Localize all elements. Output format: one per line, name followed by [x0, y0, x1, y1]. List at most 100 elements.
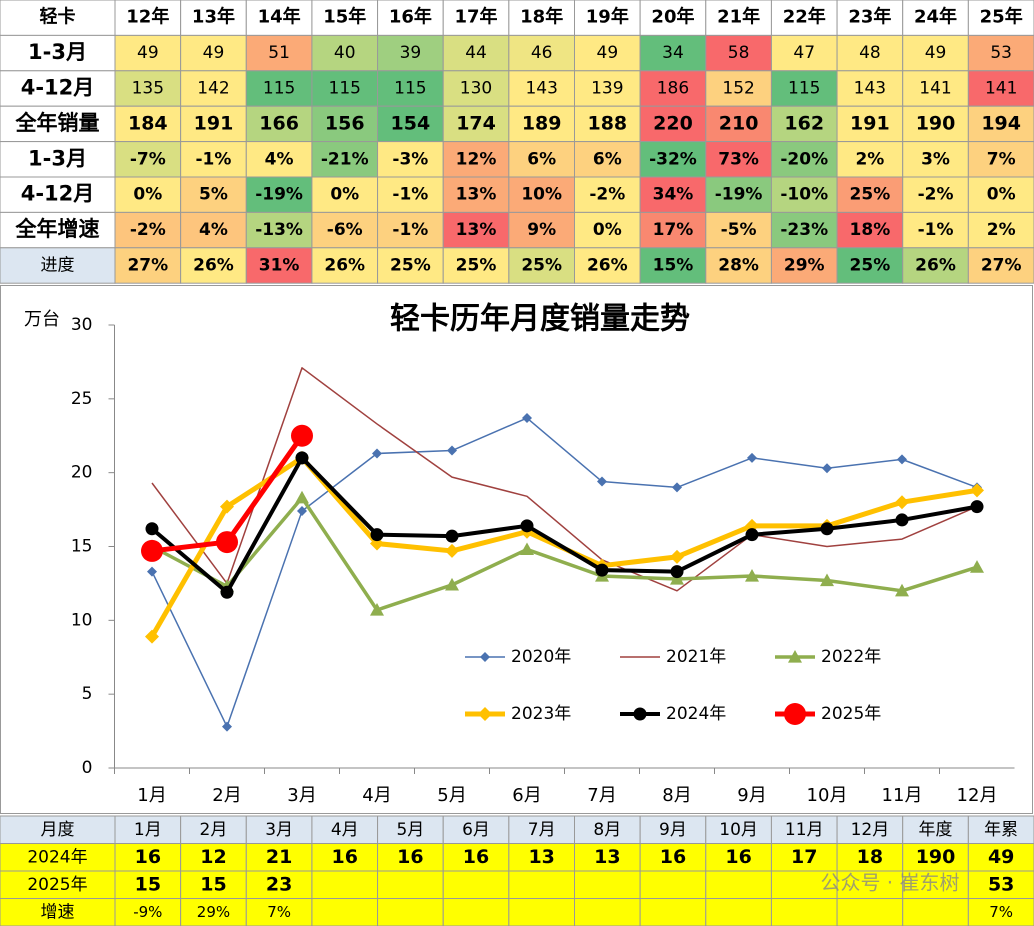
heat-cell [574, 34, 641, 72]
legend-label: 2024年 [666, 704, 726, 724]
heat-cell [705, 211, 772, 249]
cell-value: 15 [200, 873, 226, 895]
y-axis-unit: 万台 [24, 309, 60, 330]
row-label: 全年增速 [15, 217, 100, 241]
heat-cell [442, 247, 510, 284]
heat-cell [967, 34, 1034, 72]
heat-cell [180, 247, 247, 284]
cell-value: 210 [719, 112, 759, 134]
cell-value: 31% [259, 256, 300, 276]
cell-value: 49 [137, 43, 159, 63]
heat-cell [442, 141, 510, 178]
cell-value: 6% [593, 149, 622, 169]
header-text: 17年 [455, 6, 498, 28]
cell-value: 156 [325, 112, 365, 134]
heat-cell [114, 247, 182, 284]
cell [377, 843, 444, 872]
cell [377, 898, 444, 926]
series-line [151, 417, 978, 728]
header-text: 5月 [396, 820, 424, 840]
heat-cell [705, 34, 772, 72]
cell-value: 7% [267, 903, 291, 921]
cell-value: -9% [133, 903, 162, 921]
cell-value: -2% [130, 220, 166, 240]
legend-label: 2025年 [821, 704, 881, 724]
cell-value: 21 [266, 846, 292, 868]
watermark: 公众号 · 崔东树 [820, 871, 959, 895]
heat-cell [114, 105, 182, 143]
data-point [745, 569, 759, 582]
cell-value: 0% [987, 185, 1016, 205]
data-point [445, 543, 459, 558]
header-text: 月度 [41, 820, 75, 840]
cell-value: 135 [132, 79, 164, 99]
cell-value: 190 [916, 846, 956, 868]
cell-value: 49 [203, 43, 225, 63]
cell-value: -2% [589, 185, 625, 205]
heat-cell [639, 141, 707, 178]
cell [836, 843, 904, 872]
cell [245, 898, 313, 926]
row-label: 2024年 [27, 847, 87, 867]
header-text: 16年 [389, 6, 432, 28]
header-text: 年度 [919, 820, 953, 840]
heat-cell [508, 105, 576, 143]
header-text: 6月 [462, 820, 490, 840]
header-cell [836, 0, 904, 36]
cell-value: 13% [456, 220, 497, 240]
cell-value: 152 [722, 79, 754, 99]
cell [508, 898, 576, 926]
cell-value: 49 [597, 43, 619, 63]
row-label: 2025年 [27, 875, 87, 895]
x-tick-label: 9月 [737, 785, 766, 806]
x-tick-label: 6月 [512, 785, 541, 806]
cell [180, 898, 247, 926]
heat-cell [442, 211, 510, 249]
data-point [747, 452, 757, 463]
cell-value: -10% [780, 185, 828, 205]
row-label-cell [0, 211, 116, 249]
x-tick-label: 3月 [287, 785, 316, 806]
heat-cell [114, 141, 182, 178]
heat-cell [508, 247, 576, 284]
header-text: 18年 [520, 6, 563, 28]
cell-value: 58 [728, 43, 750, 63]
data-point [520, 519, 534, 533]
cell-value: 3% [921, 149, 950, 169]
header-text: 9月 [659, 820, 687, 840]
cell-value: 5% [199, 185, 228, 205]
cell-value: 51 [268, 43, 290, 63]
cell-value: 115 [394, 79, 426, 99]
x-tick-label: 12月 [957, 785, 998, 806]
header-cell [574, 815, 641, 844]
cell-value: 191 [194, 112, 234, 134]
cell-value: 16 [660, 846, 686, 868]
cell [442, 870, 510, 899]
data-point [670, 565, 684, 579]
cell-value: 6% [527, 149, 556, 169]
cell [770, 870, 838, 899]
cell-value: 26% [193, 256, 234, 276]
header-cell [180, 815, 247, 844]
header-text: 轻卡 [40, 6, 76, 28]
cell [574, 898, 641, 926]
heat-cell [967, 105, 1034, 143]
cell [180, 870, 247, 899]
cell-value: 46 [531, 43, 553, 63]
header-cell [311, 815, 379, 844]
header-text: 22年 [783, 6, 826, 28]
cell-value: 16 [332, 846, 358, 868]
heat-cell [377, 105, 444, 143]
cell-value: 141 [919, 79, 951, 99]
header-cell [180, 0, 247, 36]
data-point [295, 490, 309, 504]
row-label: 4-12月 [21, 182, 95, 206]
cell [245, 870, 313, 899]
data-point [295, 451, 309, 465]
cell-value: 142 [197, 79, 229, 99]
cell [967, 898, 1034, 926]
cell-value: 39 [400, 43, 422, 63]
cell-value: 13 [528, 846, 554, 868]
heat-cell [245, 70, 313, 107]
heat-cell [574, 141, 641, 178]
